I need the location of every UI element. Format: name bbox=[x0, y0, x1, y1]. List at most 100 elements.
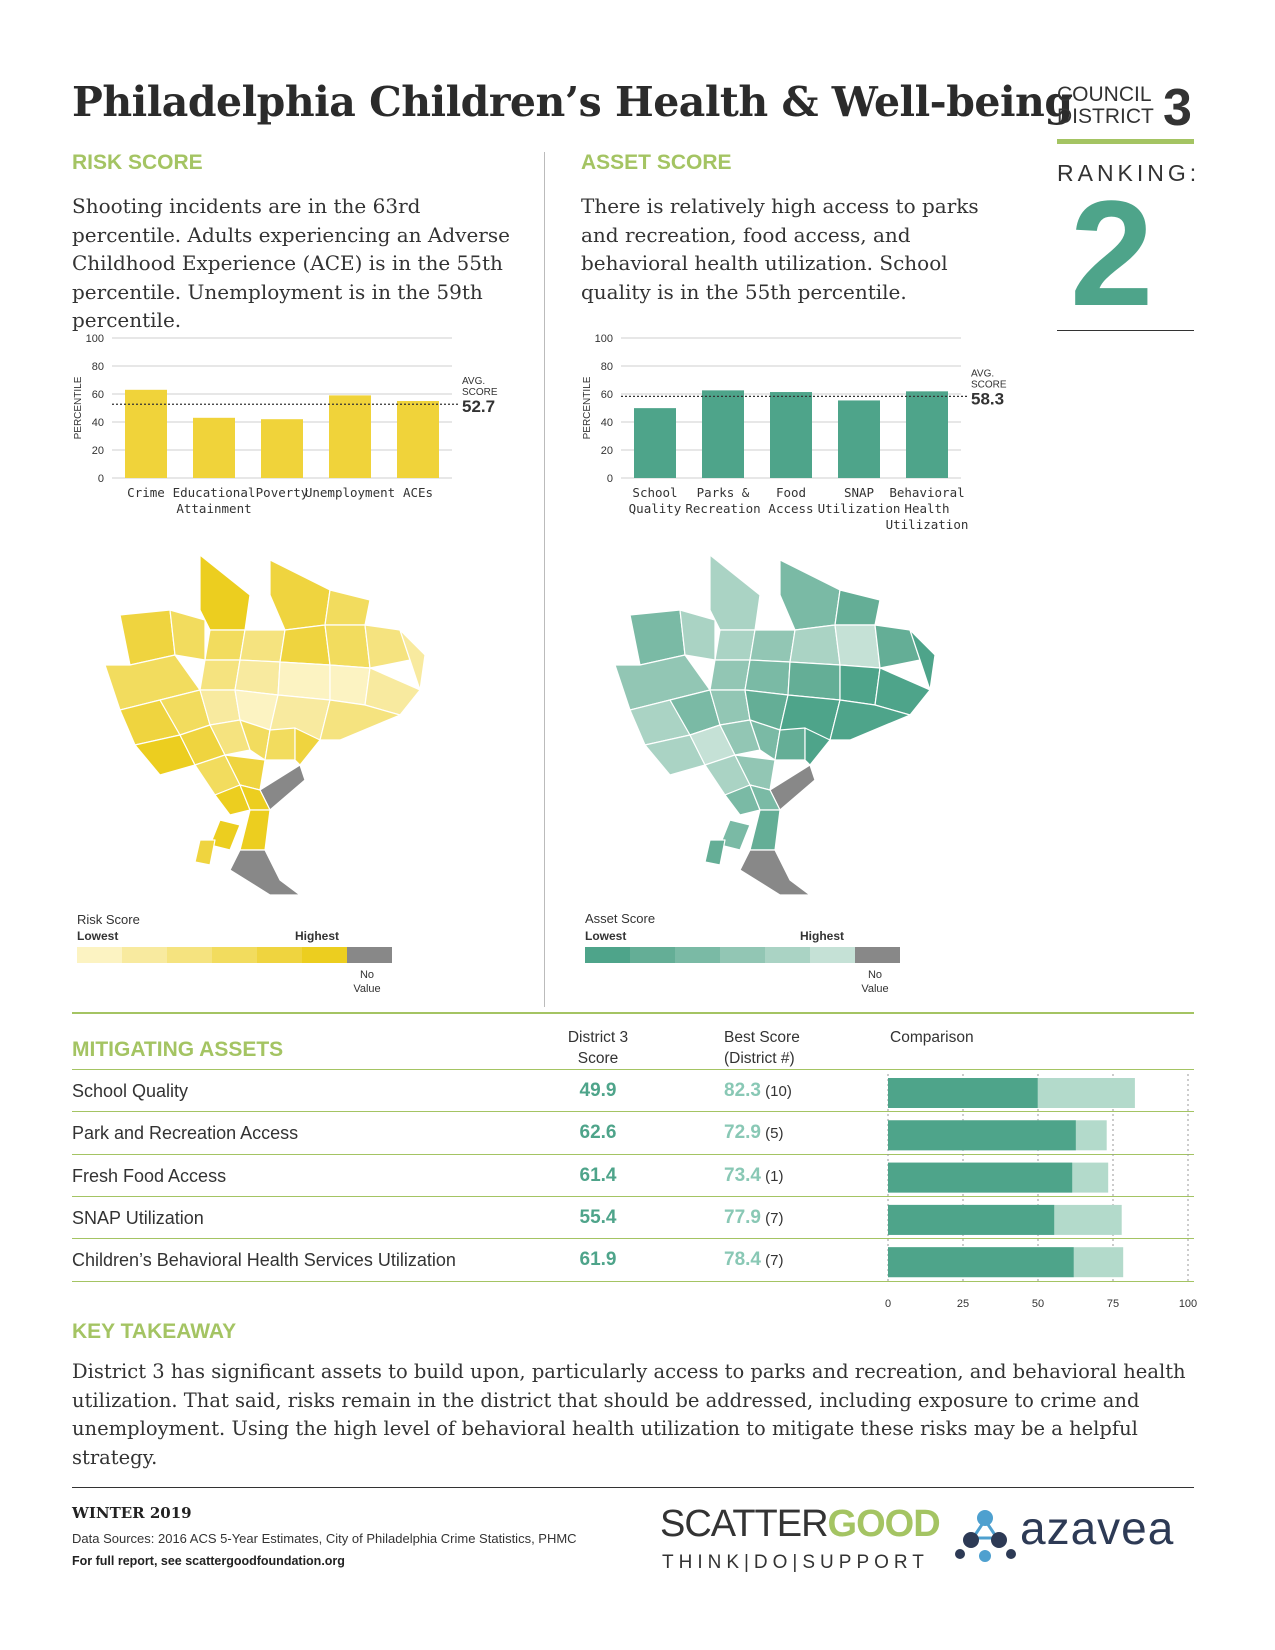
asset-chart-bar bbox=[838, 400, 880, 478]
risk-chart-y-tick-label: 40 bbox=[92, 417, 104, 429]
comparison-district-bar bbox=[888, 1078, 1038, 1108]
risk-chart-bar bbox=[193, 417, 235, 478]
table-row-best-value: 72.9 bbox=[724, 1122, 761, 1144]
table-row-best-score: 82.3 (10) bbox=[724, 1080, 792, 1102]
asset-chart-x-tick-label: Behavioral bbox=[889, 485, 964, 500]
asset-chart-y-tick-label: 0 bbox=[607, 473, 613, 485]
asset-chart-y-tick-label: 20 bbox=[601, 445, 613, 457]
col-best-score-line1: Best Score bbox=[724, 1029, 800, 1046]
risk-legend-swatch bbox=[167, 947, 212, 963]
risk-chart-bar bbox=[125, 389, 167, 478]
risk-chart-x-tick-label: Educational bbox=[173, 485, 256, 500]
risk-chart-average-label: AVG. bbox=[462, 376, 485, 387]
ranking-value: 2 bbox=[1070, 169, 1154, 337]
asset-chart-x-tick-label: Health bbox=[904, 501, 949, 516]
asset-score-heading: ASSET SCORE bbox=[581, 151, 732, 174]
risk-legend-swatch bbox=[302, 947, 347, 963]
ranking-label: RANKING: bbox=[1057, 160, 1201, 186]
council-district-number: 3 bbox=[1163, 79, 1192, 137]
table-row-divider bbox=[72, 1195, 1194, 1197]
risk-legend-swatch bbox=[122, 947, 167, 963]
table-row-district-score: 62.6 bbox=[579, 1122, 617, 1144]
risk-chart-x-tick-label: Unemployment bbox=[305, 485, 395, 500]
asset-legend-swatch bbox=[675, 947, 720, 963]
comparison-district-bar bbox=[888, 1120, 1076, 1151]
table-row-best-value: 73.4 bbox=[724, 1164, 761, 1186]
comparison-district-bar bbox=[888, 1247, 1074, 1278]
risk-legend-no-value: No Value bbox=[352, 968, 382, 996]
risk-chart-x-tick-label: ACEs bbox=[403, 485, 433, 500]
comparison-x-tick-label: 75 bbox=[1107, 1298, 1119, 1310]
comparison-x-tick-label: 50 bbox=[1032, 1298, 1044, 1310]
col-best-score: Best Score (District #) bbox=[724, 1027, 800, 1069]
asset-legend-swatch bbox=[720, 947, 765, 963]
key-takeaway-paragraph: District 3 has significant assets to bui… bbox=[72, 1360, 1186, 1469]
asset-chart-y-tick-label: 60 bbox=[601, 389, 613, 401]
table-row-divider bbox=[72, 1069, 1194, 1070]
asset-chart-y-tick-label: 100 bbox=[595, 333, 613, 345]
asset-chart-x-tick-label: Access bbox=[768, 501, 813, 516]
footer-full-report: For full report, see scattergoodfoundati… bbox=[72, 1554, 345, 1568]
table-row-divider bbox=[72, 1280, 1194, 1282]
col-district-score-line2: Score bbox=[577, 1050, 619, 1067]
asset-legend-swatch bbox=[765, 947, 810, 963]
asset-chart-x-tick-label: Utilization bbox=[818, 501, 901, 516]
asset-score-map bbox=[614, 554, 936, 896]
table-row-best-value: 77.9 bbox=[724, 1206, 761, 1228]
asset-chart-y-axis-label: PERCENTILE bbox=[582, 376, 593, 439]
risk-score-heading: RISK SCORE bbox=[72, 151, 203, 174]
asset-chart-bar bbox=[770, 392, 812, 478]
scattergood-logo-part2: GOOD bbox=[827, 1503, 941, 1545]
table-row-label: Park and Recreation Access bbox=[72, 1123, 299, 1144]
table-row-district-score: 61.9 bbox=[579, 1249, 617, 1271]
table-row-divider bbox=[72, 1153, 1194, 1155]
section-divider bbox=[72, 1012, 1194, 1014]
col-district-score: District 3 Score bbox=[558, 1027, 638, 1069]
risk-chart-bar bbox=[329, 395, 371, 478]
scattergood-logo-part1: SCATTER bbox=[660, 1503, 829, 1545]
risk-paragraph: Shooting incidents are in the 63rd perce… bbox=[72, 194, 510, 332]
risk-chart-x-tick-label: Attainment bbox=[176, 501, 251, 516]
asset-chart-y-tick-label: 40 bbox=[601, 417, 613, 429]
asset-chart-y-tick-label: 80 bbox=[601, 361, 613, 373]
footer-sources: Data Sources: 2016 ACS 5-Year Estimates,… bbox=[72, 1531, 577, 1546]
comparison-district-bar bbox=[888, 1162, 1073, 1193]
col-best-score-line2: (District #) bbox=[724, 1050, 795, 1067]
asset-legend-swatch bbox=[585, 947, 630, 963]
risk-legend-high: Highest bbox=[295, 929, 340, 943]
comparison-x-tick-label: 100 bbox=[1179, 1298, 1197, 1310]
azavea-logo-text: azavea bbox=[1020, 1502, 1175, 1554]
asset-legend-low: Lowest bbox=[585, 929, 627, 943]
ranking-underline bbox=[1057, 330, 1194, 331]
risk-chart-y-tick-label: 0 bbox=[98, 473, 104, 485]
risk-legend-no-value-line1: No bbox=[359, 969, 375, 981]
risk-legend-low: Lowest bbox=[77, 929, 119, 943]
asset-legend-no-value-swatch bbox=[855, 947, 900, 963]
asset-chart-x-tick-label: Utilization bbox=[886, 517, 969, 532]
asset-chart-bar bbox=[906, 391, 948, 478]
table-row-best-value: 78.4 bbox=[724, 1249, 761, 1271]
table-row-best-value: 82.3 bbox=[724, 1080, 761, 1101]
council-district-label: COUNCIL DISTRICT bbox=[1057, 84, 1154, 128]
risk-chart-y-tick-label: 20 bbox=[92, 445, 104, 457]
table-row-best-district: (7) bbox=[760, 1209, 784, 1227]
council-underline bbox=[1057, 139, 1194, 144]
table-row-district-score: 49.9 bbox=[579, 1080, 617, 1101]
risk-legend-swatch bbox=[257, 947, 302, 963]
comparison-x-tick-label: 0 bbox=[885, 1298, 891, 1310]
table-row-best-score: 73.4 (1) bbox=[724, 1165, 783, 1187]
asset-chart-average-label: SCORE bbox=[971, 379, 1007, 390]
asset-paragraph: There is relatively high access to parks… bbox=[581, 194, 979, 304]
comparison-district-bar bbox=[888, 1204, 1055, 1235]
asset-legend-swatch bbox=[810, 947, 855, 963]
risk-chart-x-tick-label: Poverty bbox=[256, 485, 309, 500]
table-row-best-district: (10) bbox=[760, 1083, 792, 1100]
council-label-line1: COUNCIL bbox=[1057, 83, 1152, 106]
asset-chart-x-tick-label: Quality bbox=[629, 501, 682, 516]
footer-divider bbox=[72, 1487, 1194, 1488]
asset-legend-high: Highest bbox=[800, 929, 845, 943]
risk-chart-x-tick-label: Crime bbox=[127, 485, 165, 500]
risk-chart-bar bbox=[261, 419, 303, 478]
risk-chart-y-tick-label: 60 bbox=[92, 389, 104, 401]
